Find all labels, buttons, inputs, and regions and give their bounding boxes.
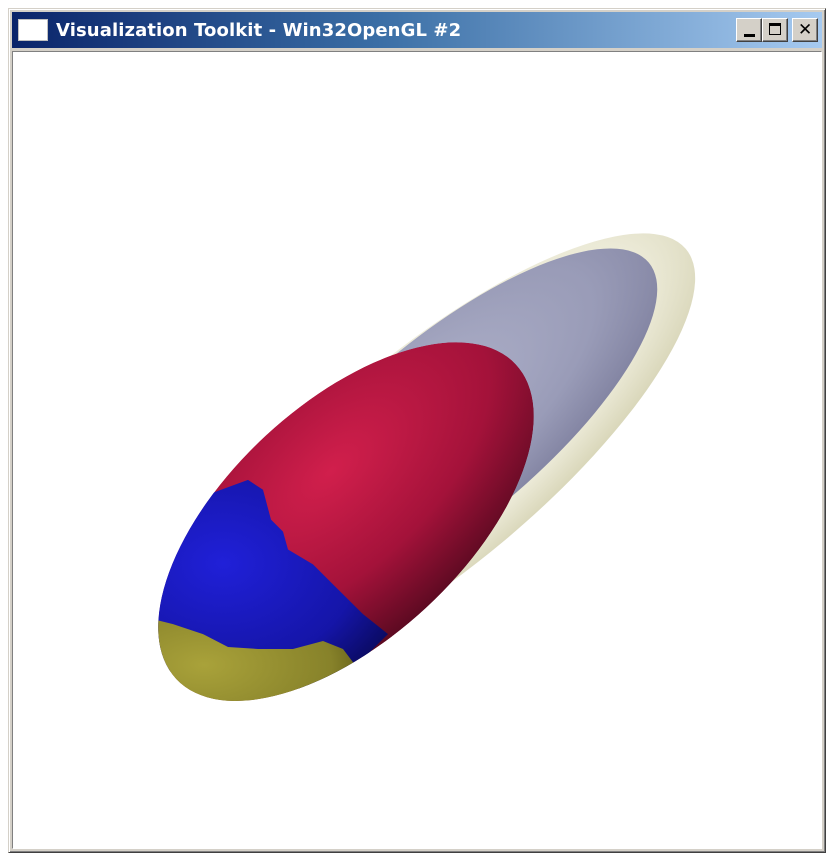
maximize-icon	[769, 23, 781, 35]
minimize-button[interactable]	[736, 18, 762, 42]
window-controls: ✕	[736, 18, 818, 42]
render-viewport[interactable]	[12, 51, 822, 849]
title-bar[interactable]: Visualization Toolkit - Win32OpenGL #2 ✕	[12, 12, 822, 48]
window-icon[interactable]	[18, 19, 48, 41]
maximize-button[interactable]	[762, 18, 788, 42]
minimize-icon	[744, 34, 755, 37]
close-icon: ✕	[798, 20, 813, 40]
close-button[interactable]: ✕	[792, 18, 818, 42]
window-title: Visualization Toolkit - Win32OpenGL #2	[56, 19, 462, 41]
3d-scene-canvas[interactable]	[13, 52, 821, 848]
vtk-render-window: Visualization Toolkit - Win32OpenGL #2 ✕	[8, 8, 826, 853]
